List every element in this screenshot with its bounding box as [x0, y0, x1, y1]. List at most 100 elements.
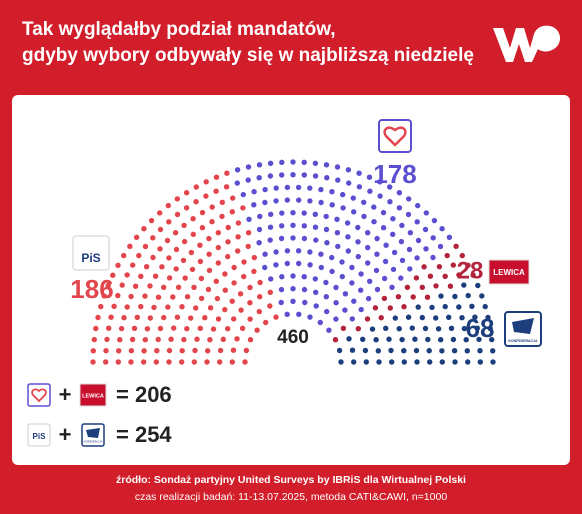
seat	[290, 222, 296, 228]
seat	[339, 273, 345, 280]
party-seats	[90, 170, 279, 365]
seat	[318, 264, 324, 271]
seat	[90, 348, 97, 354]
seat	[171, 325, 177, 331]
seat	[433, 283, 439, 289]
seat	[152, 273, 159, 279]
seat	[429, 304, 435, 311]
seat	[470, 272, 476, 278]
seat	[464, 348, 470, 354]
seat	[358, 306, 364, 313]
seat	[134, 314, 140, 320]
seat	[437, 243, 444, 250]
seat	[453, 243, 459, 249]
seat	[193, 305, 199, 311]
seat	[116, 348, 122, 354]
seat	[257, 294, 263, 300]
seat	[419, 314, 425, 321]
seat	[239, 325, 246, 331]
seat	[459, 315, 465, 321]
seat	[141, 348, 147, 354]
seat	[147, 315, 153, 321]
seat	[361, 199, 367, 205]
seat	[380, 209, 387, 216]
seat	[371, 219, 377, 225]
seat	[444, 252, 450, 259]
seat	[413, 347, 420, 354]
seat	[301, 274, 307, 280]
seat	[407, 266, 413, 272]
seat	[431, 217, 438, 224]
seat	[465, 292, 471, 299]
seat	[210, 326, 217, 332]
seat	[284, 197, 290, 203]
seat	[333, 300, 339, 306]
seat	[101, 293, 107, 299]
seat	[205, 348, 211, 354]
seat	[427, 359, 433, 365]
seat	[296, 260, 302, 267]
seat	[290, 298, 296, 304]
seat	[461, 325, 468, 332]
seat	[230, 347, 237, 353]
seat	[442, 303, 448, 310]
seat	[241, 259, 247, 265]
seat	[115, 292, 121, 299]
seat	[369, 326, 376, 332]
seat	[179, 348, 185, 354]
seat	[197, 242, 203, 248]
seat	[198, 295, 205, 302]
seat	[346, 180, 352, 186]
seat	[374, 251, 380, 257]
seat	[323, 213, 329, 220]
seat	[142, 293, 148, 299]
seat	[181, 222, 187, 229]
seat	[267, 303, 273, 309]
seat	[90, 359, 96, 365]
seat	[182, 275, 188, 281]
seat	[188, 249, 195, 256]
seat	[190, 231, 196, 237]
seat	[247, 300, 253, 306]
seats	[90, 159, 496, 365]
seat	[215, 230, 221, 236]
seat	[362, 347, 369, 354]
seat	[329, 189, 335, 195]
seat	[231, 280, 237, 286]
seat	[219, 213, 225, 220]
seat	[138, 303, 144, 310]
seat	[111, 303, 117, 309]
seat	[390, 266, 397, 273]
source: czas realizacji badań: 11-13.07.2025, me…	[135, 491, 448, 503]
seat	[324, 175, 330, 181]
seat	[399, 336, 405, 343]
seat	[183, 205, 190, 211]
seat	[284, 260, 290, 267]
seat	[91, 336, 98, 343]
seat	[438, 337, 444, 343]
logo-text: PiS	[33, 432, 47, 441]
seat	[349, 316, 355, 322]
seat	[374, 286, 381, 293]
seat	[482, 303, 488, 310]
seat	[104, 336, 110, 343]
seat	[262, 264, 268, 271]
seat	[159, 264, 165, 270]
seat	[251, 189, 257, 195]
seat	[333, 284, 339, 291]
seat	[439, 359, 445, 365]
seat	[383, 242, 389, 248]
seat	[214, 295, 221, 302]
seat	[225, 224, 231, 231]
seat	[346, 336, 352, 342]
seat	[117, 337, 123, 343]
seat	[366, 174, 373, 180]
seat	[115, 359, 122, 365]
seat	[307, 314, 313, 320]
seat	[165, 304, 171, 310]
seat	[166, 219, 172, 225]
seat	[207, 305, 214, 311]
coalition-row: PiS + KONFEDERACJA = 254	[27, 422, 172, 447]
plus: +	[59, 422, 72, 447]
seat	[279, 159, 285, 165]
